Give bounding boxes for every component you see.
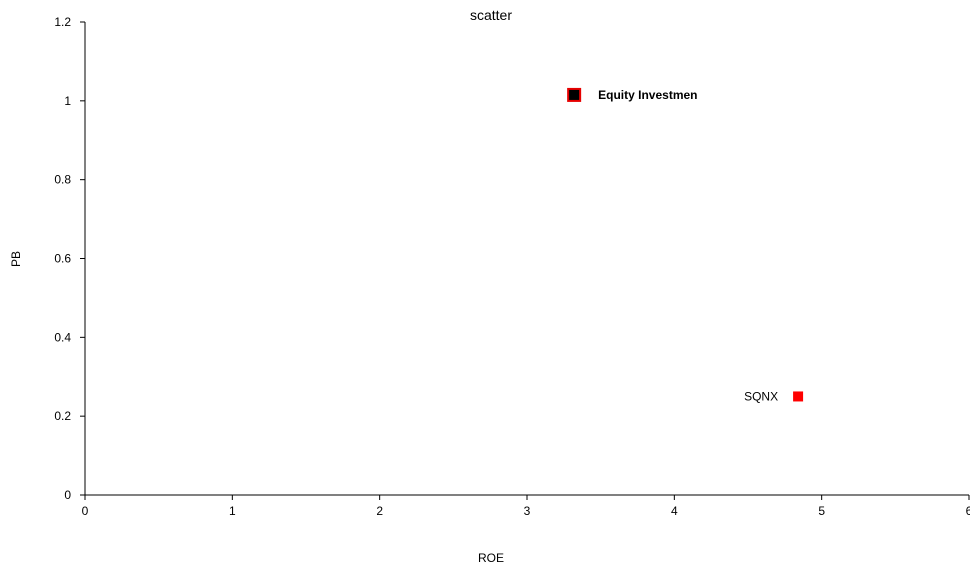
x-tick-label: 1 <box>229 504 236 518</box>
y-tick-label: 0.2 <box>54 409 71 423</box>
x-tick-label: 2 <box>376 504 383 518</box>
data-point-label: Equity Investmen <box>598 88 697 102</box>
data-points: Equity Investmen SQNX <box>567 87 804 403</box>
x-axis-title: ROE <box>478 551 504 565</box>
y-tick-label: 1 <box>64 94 71 108</box>
y-tick-label: 0.4 <box>54 330 71 344</box>
y-tick-label: 0.6 <box>54 252 71 266</box>
chart-title: scatter <box>470 7 512 23</box>
x-tick-label: 5 <box>818 504 825 518</box>
axes: 0 1 2 3 4 5 6 0 0.2 0.4 0.6 0.8 1 1.2 <box>54 15 970 518</box>
y-tick-label: 0 <box>64 488 71 502</box>
x-tick-label: 6 <box>966 504 970 518</box>
y-tick-label: 0.8 <box>54 173 71 187</box>
x-tick-label: 4 <box>671 504 678 518</box>
x-tick-label: 0 <box>82 504 89 518</box>
y-axis-title: PB <box>9 251 23 267</box>
y-tick-label: 1.2 <box>54 15 71 29</box>
x-tick-label: 3 <box>524 504 531 518</box>
data-point-label: SQNX <box>744 389 778 403</box>
data-point <box>793 391 804 402</box>
data-point <box>567 87 582 102</box>
